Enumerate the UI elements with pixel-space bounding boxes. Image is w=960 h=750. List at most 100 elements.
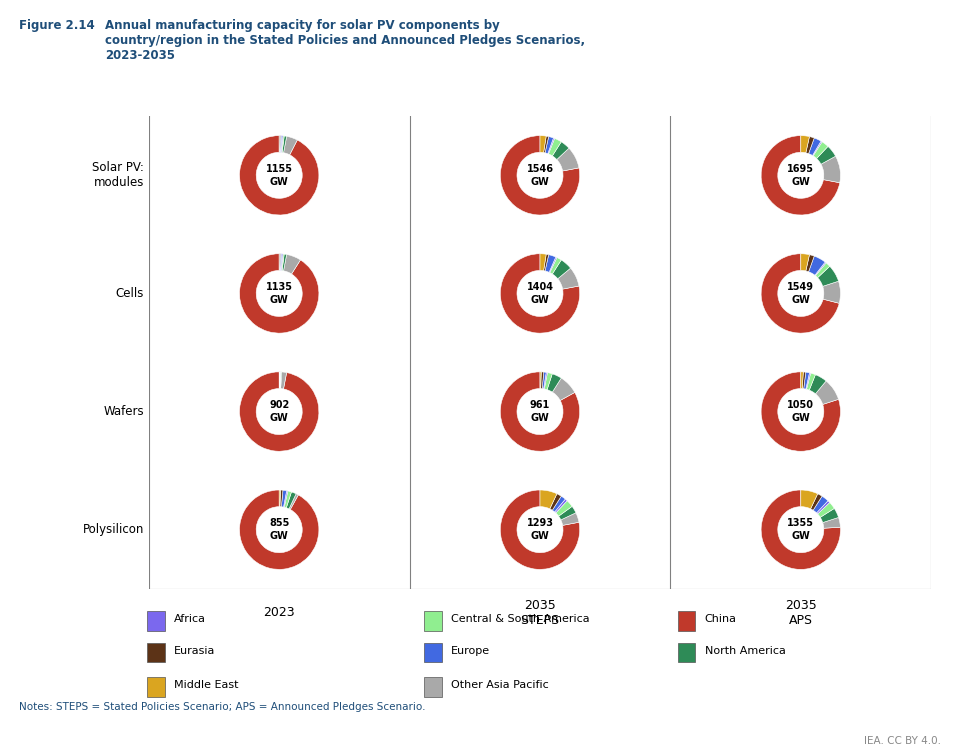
FancyBboxPatch shape bbox=[424, 676, 442, 697]
Text: Figure 2.14: Figure 2.14 bbox=[19, 19, 108, 32]
Wedge shape bbox=[823, 518, 840, 528]
FancyBboxPatch shape bbox=[424, 611, 442, 631]
Wedge shape bbox=[801, 136, 809, 153]
Wedge shape bbox=[286, 492, 296, 508]
Wedge shape bbox=[283, 136, 298, 154]
Text: Central & South America: Central & South America bbox=[451, 614, 589, 624]
Text: Notes: STEPS = Stated Policies Scenario; APS = Announced Pledges Scenario.: Notes: STEPS = Stated Policies Scenario;… bbox=[19, 702, 425, 712]
Text: Other Asia Pacific: Other Asia Pacific bbox=[451, 680, 549, 690]
Text: 1155
GW: 1155 GW bbox=[266, 164, 293, 187]
Text: Eurasia: Eurasia bbox=[174, 646, 215, 656]
Wedge shape bbox=[279, 254, 280, 271]
Text: 961
GW: 961 GW bbox=[530, 400, 550, 423]
Text: 1546
GW: 1546 GW bbox=[526, 164, 554, 187]
Wedge shape bbox=[239, 136, 319, 215]
Wedge shape bbox=[543, 136, 549, 153]
Wedge shape bbox=[561, 513, 579, 525]
Text: 2023: 2023 bbox=[263, 606, 295, 619]
Wedge shape bbox=[809, 375, 827, 394]
Wedge shape bbox=[500, 254, 580, 333]
Text: 902
GW: 902 GW bbox=[269, 400, 289, 423]
Wedge shape bbox=[545, 136, 554, 154]
Wedge shape bbox=[805, 373, 810, 389]
FancyBboxPatch shape bbox=[678, 643, 695, 662]
Wedge shape bbox=[761, 490, 841, 569]
Wedge shape bbox=[540, 372, 543, 388]
Wedge shape bbox=[815, 262, 829, 278]
Text: 855
GW: 855 GW bbox=[269, 518, 289, 541]
Wedge shape bbox=[552, 496, 565, 512]
Wedge shape bbox=[813, 496, 828, 513]
Wedge shape bbox=[558, 268, 579, 289]
Wedge shape bbox=[821, 156, 841, 183]
Wedge shape bbox=[555, 499, 567, 513]
Wedge shape bbox=[280, 372, 287, 389]
Wedge shape bbox=[280, 136, 281, 152]
Wedge shape bbox=[804, 372, 809, 389]
Text: IEA. CC BY 4.0.: IEA. CC BY 4.0. bbox=[864, 736, 941, 746]
Wedge shape bbox=[289, 494, 299, 509]
Text: Wafers: Wafers bbox=[104, 405, 144, 418]
FancyBboxPatch shape bbox=[147, 676, 164, 697]
Wedge shape bbox=[805, 255, 814, 272]
Text: Middle East: Middle East bbox=[174, 680, 238, 690]
Wedge shape bbox=[543, 372, 547, 389]
Text: 1404
GW: 1404 GW bbox=[526, 282, 554, 304]
Text: Solar PV:
modules: Solar PV: modules bbox=[92, 161, 144, 189]
Wedge shape bbox=[544, 373, 552, 390]
Wedge shape bbox=[812, 141, 822, 156]
Wedge shape bbox=[540, 372, 541, 388]
Wedge shape bbox=[808, 138, 821, 155]
Text: Polysilicon: Polysilicon bbox=[83, 524, 144, 536]
Wedge shape bbox=[545, 255, 556, 272]
Wedge shape bbox=[549, 257, 557, 272]
Wedge shape bbox=[280, 254, 283, 271]
Wedge shape bbox=[281, 490, 287, 507]
Wedge shape bbox=[283, 490, 288, 507]
Wedge shape bbox=[239, 490, 319, 569]
Wedge shape bbox=[542, 372, 546, 388]
Wedge shape bbox=[548, 138, 555, 154]
Wedge shape bbox=[540, 136, 546, 152]
Wedge shape bbox=[818, 266, 838, 286]
Wedge shape bbox=[550, 494, 562, 510]
Text: Cells: Cells bbox=[115, 287, 144, 300]
FancyBboxPatch shape bbox=[424, 643, 442, 662]
Wedge shape bbox=[801, 254, 809, 271]
Wedge shape bbox=[550, 257, 562, 274]
Wedge shape bbox=[281, 254, 284, 271]
Wedge shape bbox=[282, 254, 287, 271]
Wedge shape bbox=[823, 281, 841, 303]
Wedge shape bbox=[547, 374, 562, 392]
Wedge shape bbox=[540, 490, 557, 508]
Text: 1135
GW: 1135 GW bbox=[266, 282, 293, 304]
Wedge shape bbox=[281, 136, 284, 152]
Wedge shape bbox=[500, 136, 580, 215]
Wedge shape bbox=[284, 491, 292, 508]
Wedge shape bbox=[543, 254, 549, 271]
Wedge shape bbox=[552, 142, 569, 160]
Text: 1549
GW: 1549 GW bbox=[787, 282, 814, 304]
Wedge shape bbox=[280, 372, 281, 388]
Wedge shape bbox=[280, 372, 281, 388]
Text: 2035
STEPS: 2035 STEPS bbox=[520, 598, 560, 627]
Text: North America: North America bbox=[705, 646, 785, 656]
Wedge shape bbox=[280, 254, 281, 271]
Wedge shape bbox=[761, 136, 840, 215]
Wedge shape bbox=[559, 506, 576, 520]
Text: China: China bbox=[705, 614, 736, 624]
Wedge shape bbox=[813, 142, 828, 158]
Wedge shape bbox=[552, 378, 575, 400]
Wedge shape bbox=[808, 256, 826, 275]
Wedge shape bbox=[556, 501, 572, 516]
Wedge shape bbox=[280, 490, 283, 507]
Wedge shape bbox=[817, 146, 835, 164]
Wedge shape bbox=[806, 373, 815, 390]
Wedge shape bbox=[239, 372, 319, 452]
Wedge shape bbox=[283, 254, 300, 274]
FancyBboxPatch shape bbox=[678, 611, 695, 631]
Wedge shape bbox=[761, 372, 841, 452]
Wedge shape bbox=[279, 136, 280, 152]
Wedge shape bbox=[552, 260, 570, 279]
Wedge shape bbox=[820, 509, 838, 523]
